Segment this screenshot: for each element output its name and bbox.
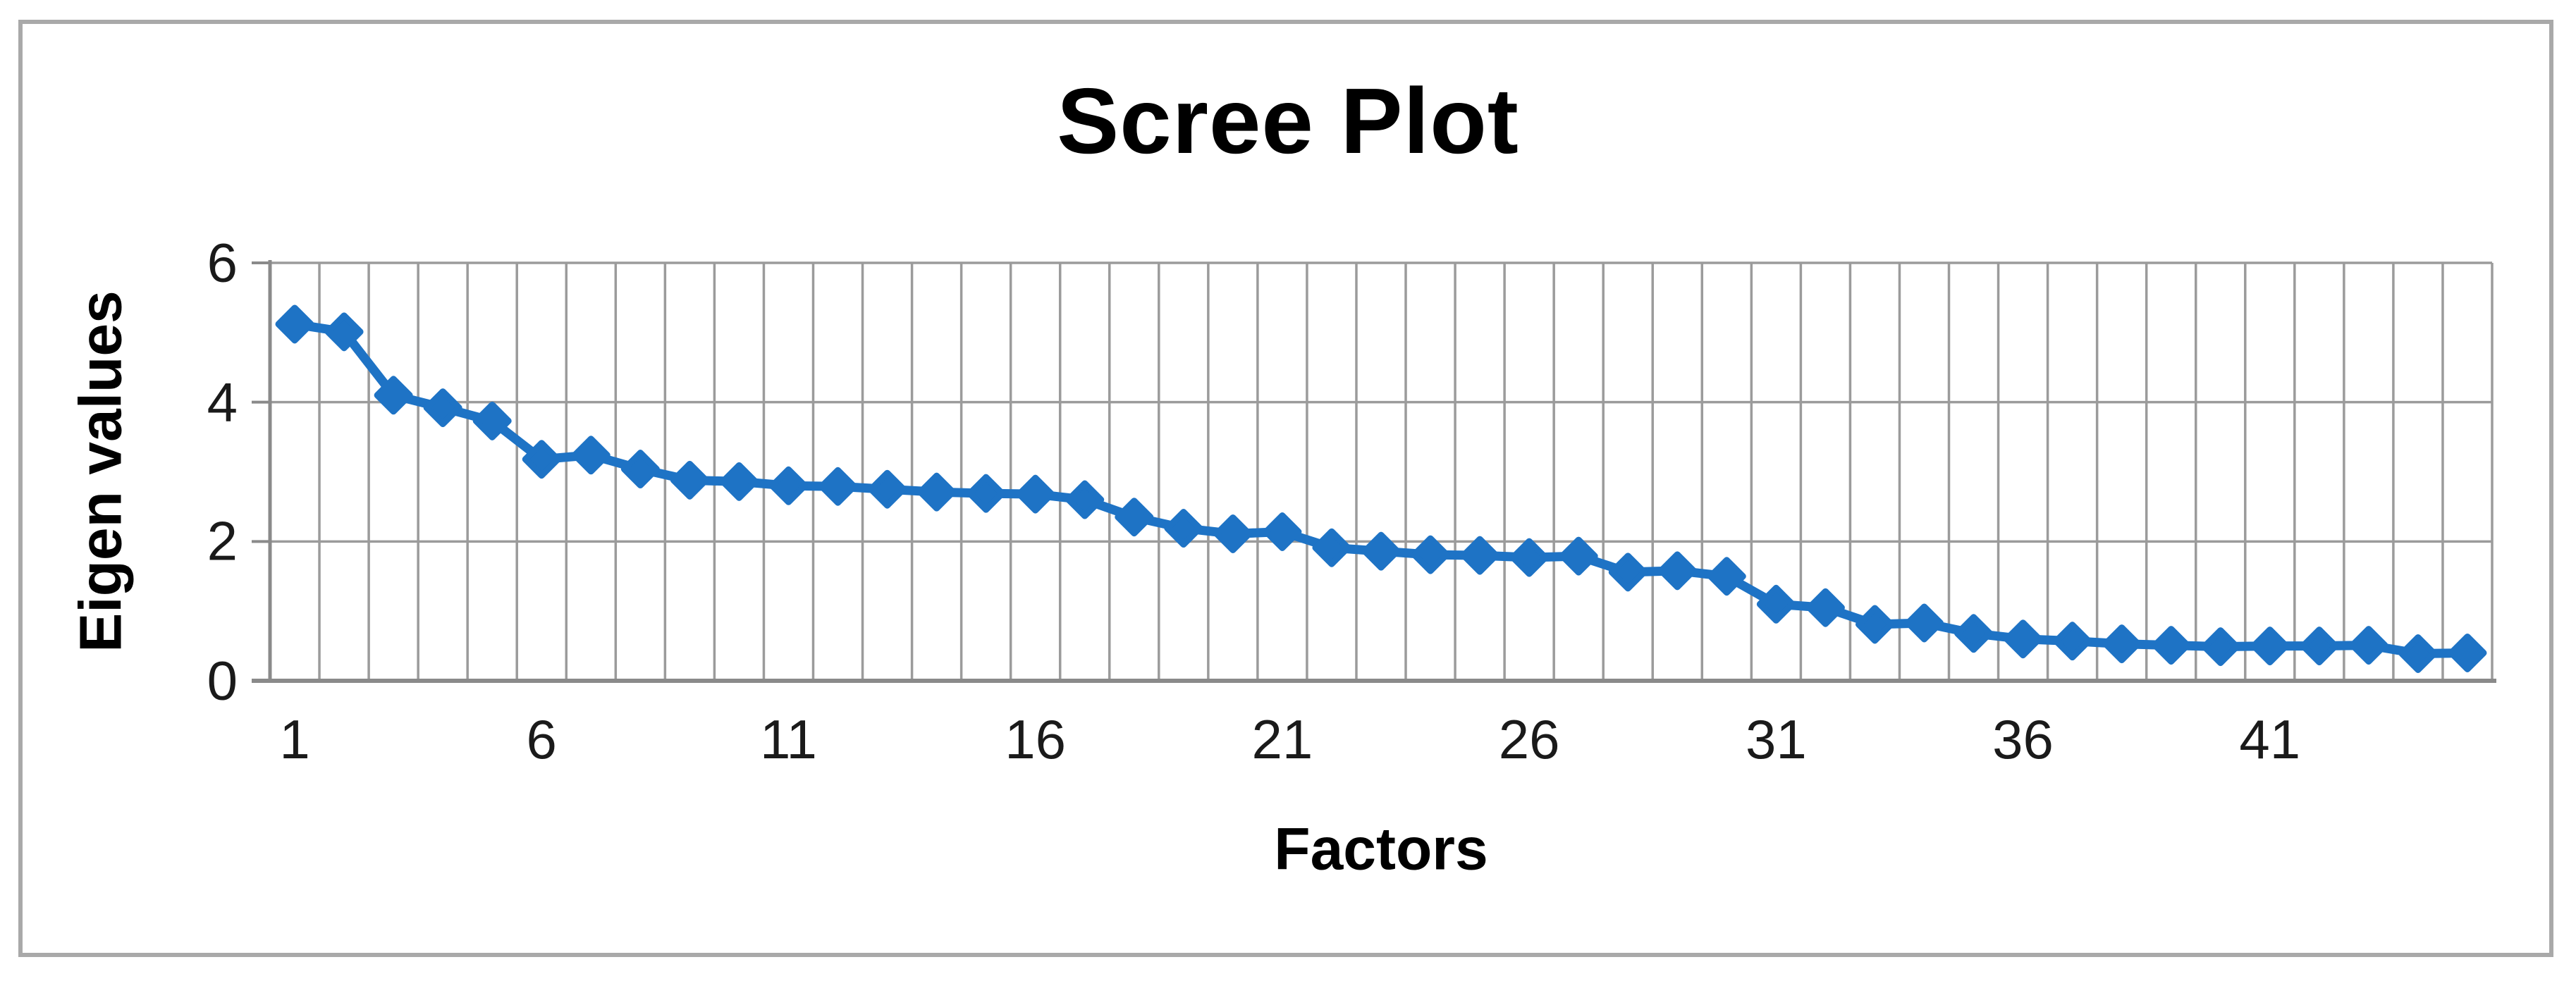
data-point-marker bbox=[1657, 551, 1697, 591]
data-point-marker bbox=[1263, 512, 1302, 551]
data-point-marker bbox=[522, 440, 561, 479]
data-point-marker bbox=[324, 312, 364, 352]
data-point-marker bbox=[1312, 528, 1351, 567]
data-point-marker bbox=[1509, 538, 1549, 577]
data-point-marker bbox=[1707, 557, 1746, 596]
x-axis-tick-label: 26 bbox=[1498, 708, 1560, 770]
x-axis-tick-label: 1 bbox=[279, 708, 310, 770]
data-point-marker bbox=[423, 388, 462, 428]
x-axis-tick-label: 21 bbox=[1251, 708, 1313, 770]
data-point-marker bbox=[1805, 588, 1845, 627]
data-point-marker bbox=[1065, 480, 1105, 519]
data-point-marker bbox=[719, 462, 759, 501]
data-point-marker bbox=[2102, 624, 2142, 664]
x-axis-tick-label: 11 bbox=[759, 708, 817, 770]
chart-outer-border bbox=[18, 20, 2553, 957]
data-point-marker bbox=[2300, 627, 2339, 666]
data-point-marker bbox=[2152, 626, 2191, 665]
x-axis-tick-label: 6 bbox=[526, 708, 557, 770]
data-point-marker bbox=[2250, 627, 2290, 666]
x-axis-tick-label: 41 bbox=[2239, 708, 2301, 770]
data-point-marker bbox=[868, 469, 907, 509]
y-axis-tick-label: 2 bbox=[207, 510, 238, 572]
data-point-marker bbox=[967, 474, 1006, 513]
y-axis-tick-label: 6 bbox=[207, 231, 238, 294]
x-axis-tick-label: 31 bbox=[1745, 708, 1807, 770]
data-point-marker bbox=[2053, 622, 2092, 661]
data-point-marker bbox=[1559, 536, 1598, 576]
data-point-marker bbox=[1115, 498, 1154, 537]
data-point-marker bbox=[1411, 535, 1450, 574]
data-point-marker bbox=[374, 376, 413, 415]
data-point-marker bbox=[275, 304, 314, 344]
y-axis-tick-label: 4 bbox=[207, 371, 238, 433]
y-axis-title: Eigen values bbox=[67, 290, 134, 653]
data-point-marker bbox=[620, 450, 660, 489]
y-axis-tick-label: 0 bbox=[207, 649, 238, 712]
data-point-marker bbox=[1213, 514, 1253, 553]
data-point-marker bbox=[768, 466, 808, 505]
data-point-marker bbox=[2201, 627, 2240, 667]
data-point-marker bbox=[1608, 553, 1648, 592]
data-point-marker bbox=[917, 472, 957, 512]
series-line bbox=[290, 319, 2472, 658]
data-point-marker bbox=[1164, 509, 1203, 548]
data-point-marker bbox=[1904, 603, 1944, 643]
data-point-marker bbox=[1855, 605, 1894, 644]
data-point-marker bbox=[1954, 614, 1994, 653]
data-point-marker bbox=[2398, 634, 2438, 673]
data-point-marker bbox=[818, 467, 858, 506]
data-point-marker bbox=[2349, 626, 2388, 665]
data-point-marker bbox=[670, 460, 709, 500]
data-point-marker bbox=[1460, 536, 1499, 575]
data-point-marker bbox=[2448, 633, 2487, 672]
data-point-marker bbox=[1016, 474, 1055, 514]
x-axis-tick-label: 16 bbox=[1005, 708, 1067, 770]
data-point-marker bbox=[1756, 584, 1796, 624]
data-point-marker bbox=[2004, 619, 2043, 659]
data-point-marker bbox=[472, 401, 512, 440]
chart-title: Scree Plot bbox=[1057, 69, 1519, 173]
x-axis-title: Factors bbox=[1274, 815, 1488, 882]
data-point-marker bbox=[1361, 531, 1401, 571]
data-point-marker bbox=[571, 436, 611, 475]
x-axis-tick-label: 36 bbox=[1992, 708, 2054, 770]
